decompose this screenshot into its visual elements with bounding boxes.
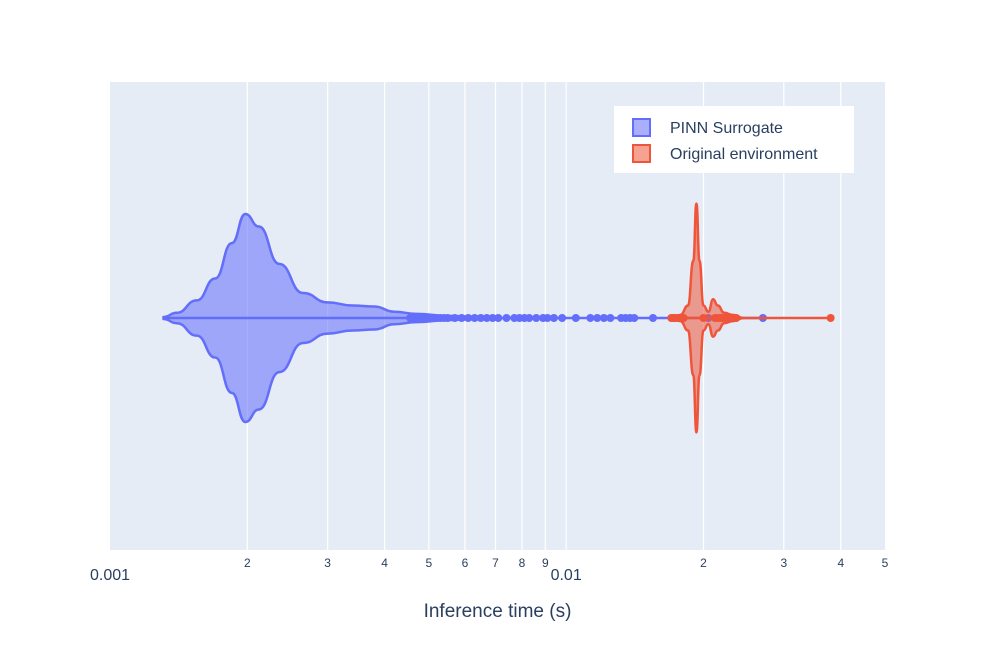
violin-series[interactable] [162, 212, 767, 424]
x-tick-label-minor: 7 [492, 556, 499, 570]
legend-label: Original environment [670, 146, 818, 163]
legend-item[interactable]: Original environment [632, 144, 818, 163]
x-tick-label-minor: 6 [462, 556, 469, 570]
data-point [488, 314, 497, 322]
data-point [470, 314, 479, 322]
x-tick-label-minor: 3 [780, 556, 787, 570]
violin-series[interactable] [667, 202, 835, 434]
x-axis-ticks: 0.001 0.01 2 3 4 5 6 7 8 9 2 3 4 5 [90, 556, 889, 584]
data-point [476, 314, 485, 322]
x-tick-label-major: 0.01 [551, 567, 582, 584]
legend-swatch [632, 118, 651, 137]
x-tick-label-major: 0.001 [90, 567, 130, 584]
data-point [648, 314, 657, 322]
data-point [699, 314, 708, 322]
data-point [532, 314, 541, 322]
data-point [543, 314, 552, 322]
data-point [464, 314, 473, 322]
x-tick-label-minor: 2 [700, 556, 707, 570]
x-tick-label-minor: 3 [324, 556, 331, 570]
data-point [443, 314, 452, 322]
data-point [679, 314, 688, 322]
x-tick-label-minor: 9 [542, 556, 549, 570]
data-point [482, 314, 491, 322]
data-point [606, 314, 615, 322]
legend[interactable]: PINN Surrogate Original environment [614, 106, 854, 173]
data-point [732, 314, 741, 322]
data-point [571, 314, 580, 322]
x-tick-label-minor: 4 [837, 556, 844, 570]
data-point [549, 314, 558, 322]
x-tick-label-minor: 2 [244, 556, 251, 570]
violins [162, 202, 835, 434]
data-point [494, 314, 503, 322]
x-tick-label-minor: 5 [425, 556, 432, 570]
legend-label: PINN Surrogate [670, 120, 783, 137]
x-tick-label-minor: 5 [882, 556, 889, 570]
data-point [502, 314, 511, 322]
data-point [457, 314, 466, 322]
data-point [826, 314, 835, 322]
violin-body [670, 202, 745, 434]
data-point [525, 314, 534, 322]
data-point [586, 314, 595, 322]
x-axis-title: Inference time (s) [424, 601, 572, 622]
data-point [558, 314, 567, 322]
x-tick-label-minor: 8 [519, 556, 526, 570]
data-point [630, 314, 639, 322]
data-point [599, 314, 608, 322]
legend-box [614, 106, 854, 173]
x-tick-label-minor: 4 [381, 556, 388, 570]
legend-swatch [632, 144, 651, 163]
data-point [593, 314, 602, 322]
data-point [450, 314, 459, 322]
legend-item[interactable]: PINN Surrogate [632, 118, 783, 137]
